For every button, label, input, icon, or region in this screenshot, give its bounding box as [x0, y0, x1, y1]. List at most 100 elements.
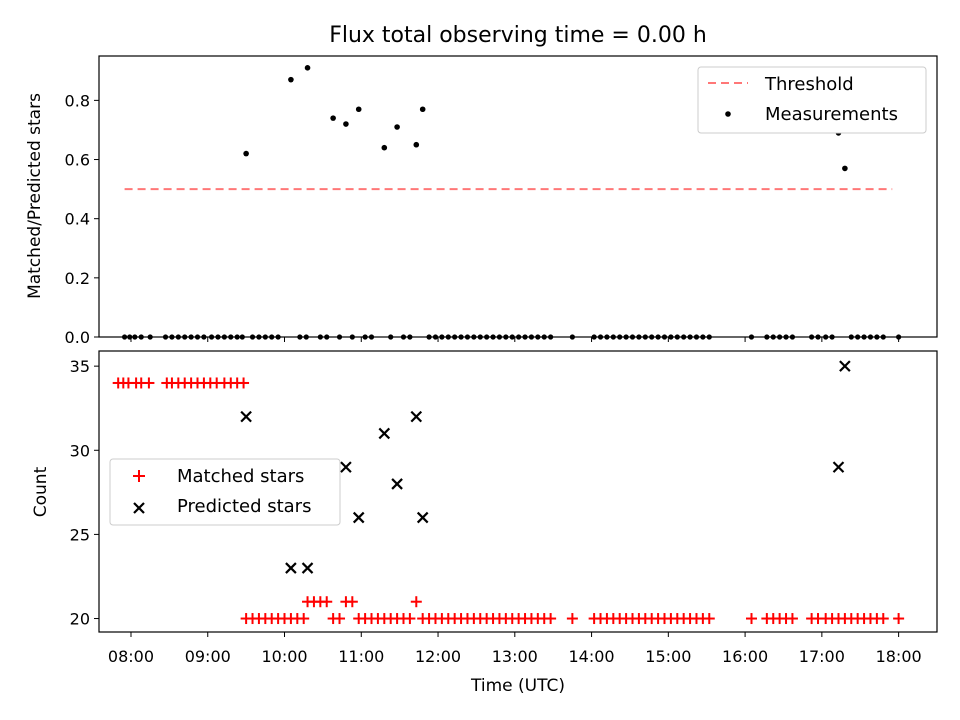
measurement-zero-point [121, 334, 128, 340]
matched-point [566, 613, 578, 625]
measurement-zero-point [400, 334, 407, 340]
measurement-zero-point [234, 334, 240, 340]
measurement-zero-point [867, 334, 874, 340]
measurement-point [304, 65, 311, 71]
matched-legend-swatch [133, 470, 145, 482]
measurement-zero-point [748, 334, 755, 340]
predicted-point [240, 410, 252, 423]
top-y-tick-label: 0.8 [65, 91, 90, 110]
bottom-plot-frame [98, 350, 938, 633]
measurement-zero-point [324, 334, 330, 340]
measurement-zero-point [303, 334, 309, 340]
measurement-zero-point [317, 334, 323, 340]
top-y-tick-label: 0.4 [65, 210, 90, 229]
x-axis-label: Time (UTC) [470, 676, 565, 696]
measurements-legend-label: Measurements [765, 104, 898, 125]
measurement-zero-point [610, 334, 616, 340]
measurement-zero-point [194, 334, 201, 340]
measurement-zero-point [175, 334, 181, 340]
matched-point [334, 613, 346, 625]
measurement-point [419, 106, 426, 113]
measurement-point [413, 141, 420, 148]
measurement-zero-point [432, 334, 439, 340]
x-tick-label: 11:00 [338, 647, 384, 666]
measurement-zero-point [458, 334, 464, 340]
measurement-zero-point [221, 334, 227, 340]
top-y-tick-label: 0.0 [65, 328, 90, 347]
measurements-legend-swatch [725, 111, 731, 117]
measurement-zero-point [464, 334, 471, 340]
measurement-zero-point [829, 334, 835, 340]
measurement-zero-point [452, 334, 458, 340]
measurement-zero-point [642, 334, 648, 340]
measurement-zero-point [368, 334, 375, 340]
matched-point [745, 613, 757, 625]
threshold-legend-label: Threshold [764, 74, 854, 95]
predicted-point [832, 461, 845, 473]
predicted-point [301, 562, 314, 574]
measurement-point [288, 76, 294, 83]
measurement-point [394, 124, 400, 130]
top-legend: Threshold Measurements [697, 66, 927, 134]
measurement-zero-point [783, 334, 789, 340]
matched-point [877, 613, 889, 625]
measurement-zero-point [855, 334, 861, 340]
predicted-point [391, 478, 403, 490]
x-tick-label: 18:00 [876, 647, 922, 666]
matched-point [703, 613, 715, 625]
measurement-zero-point [636, 334, 642, 340]
measurement-zero-point [874, 334, 880, 340]
measurement-zero-point [777, 334, 783, 340]
matched-point [786, 613, 798, 625]
measurement-zero-point [880, 334, 886, 340]
bottom-x-ticks: 08:00 09:00 10:00 11:00 12:00 13:00 14:00 15:00… [108, 632, 922, 666]
measurement-point [355, 106, 362, 113]
top-x-ticks [130, 337, 900, 342]
measurement-zero-point [687, 334, 693, 340]
measurement-zero-point [861, 334, 867, 340]
bottom-y-tick-label: 35 [70, 357, 90, 376]
bottom-y-tick-label: 20 [70, 610, 90, 629]
measurement-zero-point [201, 334, 207, 340]
measurement-zero-point [809, 334, 815, 340]
measurement-zero-point [509, 334, 515, 340]
measurement-zero-point [496, 334, 503, 340]
matched-point [545, 613, 557, 625]
measurement-zero-point [256, 334, 262, 340]
bottom-y-ticks: 20 25 30 35 [70, 357, 99, 629]
measurement-zero-point [591, 334, 597, 340]
measurement-zero-point [823, 334, 829, 340]
matched-point [143, 377, 155, 389]
measurement-zero-point [674, 334, 680, 340]
measurement-zero-point [147, 334, 153, 340]
measurement-zero-point [138, 334, 144, 340]
top-panel: Matched/Predicted stars 0.00.20.40.60.8 … [25, 55, 938, 347]
measurement-zero-point [629, 334, 636, 340]
measurement-zero-point [182, 334, 188, 340]
predicted-point [839, 360, 851, 372]
measurement-zero-point [535, 334, 541, 340]
measurement-zero-point [297, 334, 303, 340]
measurement-zero-point [668, 334, 674, 340]
measurement-zero-point [239, 334, 245, 340]
measurement-zero-point [700, 334, 706, 340]
predicted-point [340, 461, 352, 473]
measurement-zero-point [275, 334, 281, 340]
matched-point [321, 596, 333, 608]
measurement-zero-point [617, 334, 623, 340]
measurement-zero-point [439, 334, 445, 340]
measurement-zero-point [162, 334, 169, 340]
x-tick-label: 16:00 [722, 647, 768, 666]
chart-title: Flux total observing time = 0.00 h [329, 23, 707, 48]
top-y-axis-label: Matched/Predicted stars [25, 93, 45, 299]
measurement-zero-point [215, 334, 221, 340]
measurement-zero-point [623, 334, 629, 340]
matched-point [238, 377, 250, 389]
measurement-zero-point [597, 334, 604, 340]
measurement-zero-point [249, 334, 256, 340]
bottom-y-tick-label: 30 [70, 441, 90, 460]
measurement-zero-point [336, 334, 343, 340]
measurement-zero-point [541, 334, 547, 340]
predicted-point [416, 511, 429, 524]
